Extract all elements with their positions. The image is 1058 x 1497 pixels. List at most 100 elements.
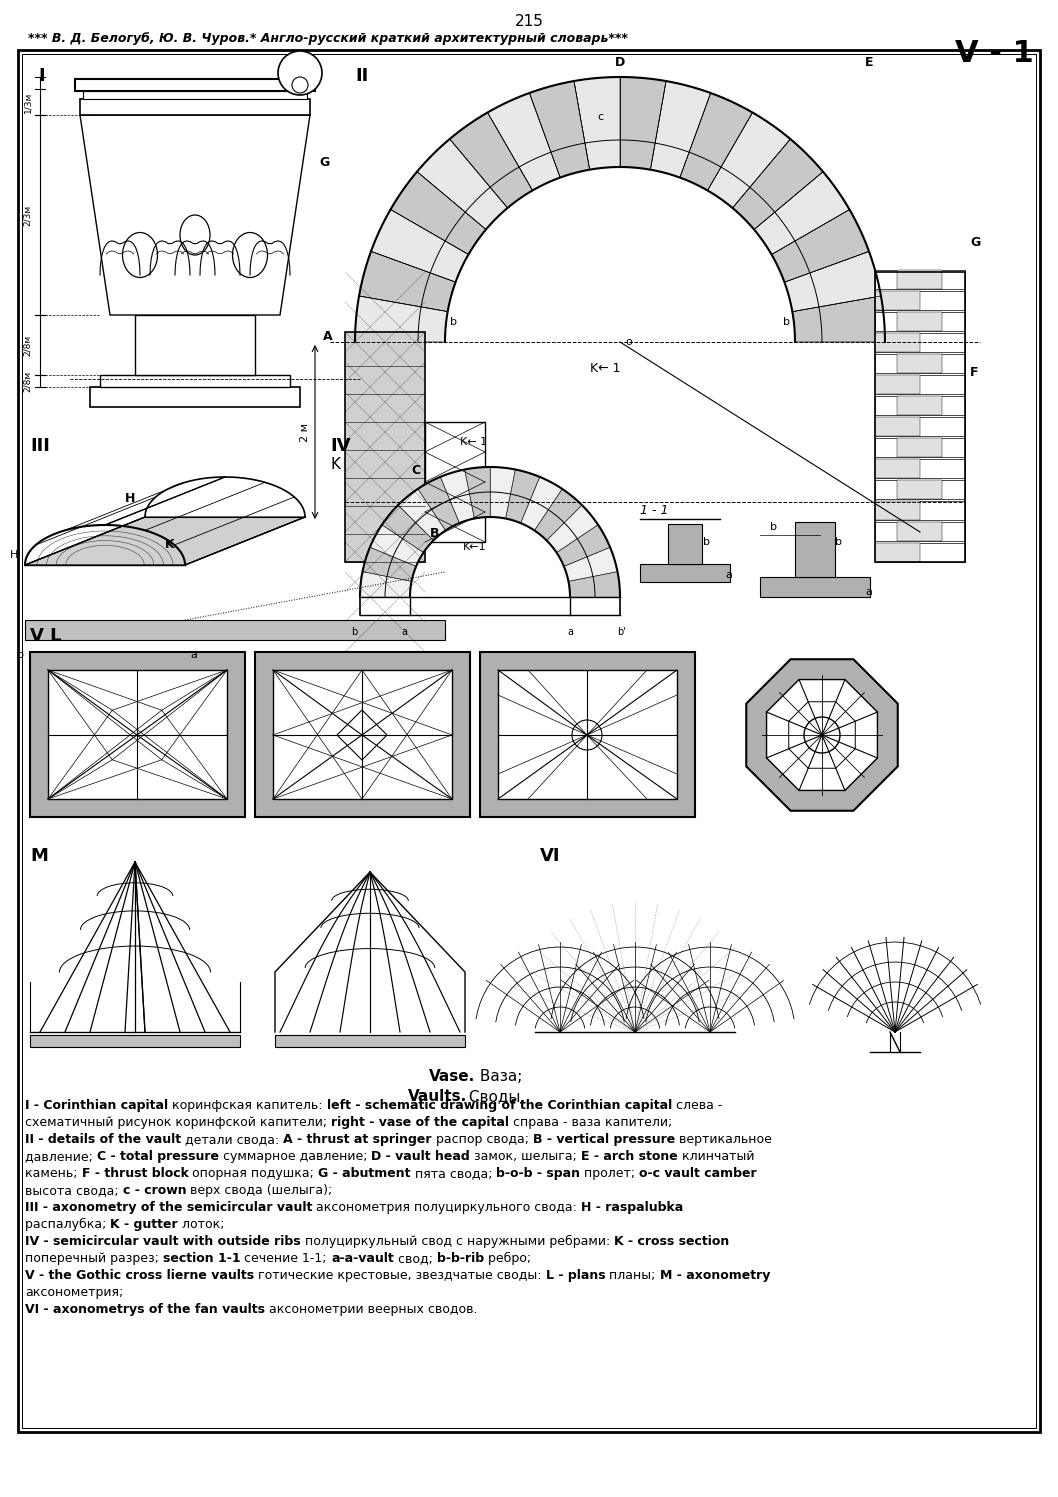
Text: A: A (324, 331, 333, 343)
Text: Vase.: Vase. (428, 1069, 475, 1084)
Bar (897, 439, 942, 457)
Text: камень;: камень; (25, 1168, 81, 1180)
Polygon shape (557, 525, 610, 566)
Text: b: b (450, 317, 457, 326)
Text: b: b (770, 522, 777, 531)
Bar (275, 1034, 466, 1046)
Bar (875, 543, 920, 561)
Bar (897, 353, 942, 373)
Text: высота свода;: высота свода; (25, 1184, 123, 1198)
Bar (48, 671, 227, 799)
Text: C: C (411, 464, 420, 476)
Text: D - vault head: D - vault head (371, 1150, 470, 1163)
Polygon shape (25, 516, 305, 564)
Text: III: III (30, 437, 50, 455)
Polygon shape (418, 478, 459, 530)
Text: b: b (351, 627, 357, 638)
Polygon shape (767, 680, 877, 790)
Text: b: b (835, 537, 842, 546)
Bar (101, 376, 290, 388)
Bar (875, 290, 920, 310)
Bar (345, 332, 425, 561)
Text: E: E (865, 55, 874, 69)
Text: пята свода;: пята свода; (411, 1168, 496, 1180)
Text: B: B (430, 527, 439, 540)
Text: сечение 1-1;: сечение 1-1; (240, 1251, 331, 1265)
Polygon shape (651, 81, 711, 178)
Bar (75, 79, 315, 91)
Text: лоток;: лоток; (178, 1219, 224, 1231)
Polygon shape (620, 76, 667, 169)
Bar (25, 620, 445, 641)
Text: c - crown: c - crown (123, 1184, 186, 1198)
Polygon shape (708, 112, 790, 208)
Polygon shape (521, 478, 562, 530)
Text: a: a (567, 627, 573, 638)
Polygon shape (568, 572, 620, 597)
Polygon shape (574, 76, 620, 169)
Bar (875, 353, 965, 373)
Text: M - axonometry: M - axonometry (659, 1269, 770, 1281)
Text: VI - axonometrys of the fan vaults: VI - axonometrys of the fan vaults (25, 1302, 264, 1316)
Text: клинчатый: клинчатый (678, 1150, 754, 1163)
Bar (875, 418, 965, 436)
Text: 1 - 1: 1 - 1 (640, 504, 669, 516)
Text: VI: VI (540, 847, 561, 865)
Text: E - arch stone: E - arch stone (581, 1150, 678, 1163)
Text: V - the Gothic cross lierne vaults: V - the Gothic cross lierne vaults (25, 1269, 254, 1281)
Text: left - schematic drawing of the Corinthian capital: left - schematic drawing of the Corinthi… (327, 1099, 672, 1112)
Polygon shape (771, 210, 869, 281)
Text: section 1-1: section 1-1 (163, 1251, 240, 1265)
Text: коринфская капитель:: коринфская капитель: (168, 1099, 327, 1112)
Text: IV: IV (330, 437, 350, 455)
Polygon shape (398, 490, 445, 540)
Polygon shape (80, 115, 310, 314)
Text: давление;: давление; (25, 1150, 97, 1163)
Polygon shape (534, 490, 582, 540)
Ellipse shape (233, 232, 268, 277)
Text: I - Corinthian capital: I - Corinthian capital (25, 1099, 168, 1112)
Bar (875, 522, 965, 540)
Text: пролет;: пролет; (580, 1168, 639, 1180)
Text: аксонометрия полуциркульного свода:: аксонометрия полуциркульного свода: (312, 1201, 581, 1214)
Bar (875, 332, 965, 352)
Bar (875, 311, 965, 331)
Polygon shape (680, 93, 752, 190)
Bar (795, 522, 835, 576)
Text: 2/3м: 2/3м (23, 205, 32, 226)
Polygon shape (370, 525, 423, 566)
Text: a-a-vault: a-a-vault (331, 1251, 394, 1265)
Ellipse shape (180, 216, 209, 254)
Text: o: o (625, 337, 632, 347)
Polygon shape (547, 504, 598, 552)
Text: полуциркульный свод с наружными ребрами:: полуциркульный свод с наружными ребрами: (300, 1235, 614, 1248)
Text: готические крестовые, звездчатые своды:: готические крестовые, звездчатые своды: (254, 1269, 546, 1281)
Text: V - 1: V - 1 (955, 39, 1034, 67)
Bar (875, 376, 920, 394)
Text: K: K (330, 457, 340, 472)
Circle shape (804, 717, 840, 753)
Text: K←1: K←1 (463, 542, 487, 552)
Text: M: M (30, 847, 48, 865)
Bar (80, 99, 310, 115)
Polygon shape (359, 251, 456, 311)
Polygon shape (464, 467, 490, 518)
Polygon shape (784, 251, 881, 311)
Text: 1/3м: 1/3м (23, 91, 32, 112)
Polygon shape (564, 548, 618, 581)
Polygon shape (355, 296, 448, 341)
Text: K← 1: K← 1 (460, 437, 487, 448)
Bar (875, 269, 965, 289)
Bar (480, 653, 695, 817)
Text: II - details of the vault: II - details of the vault (25, 1133, 181, 1147)
Text: K - gutter: K - gutter (110, 1219, 178, 1231)
Bar (897, 311, 942, 331)
Bar (135, 314, 255, 376)
Text: right - vase of the capital: right - vase of the capital (331, 1115, 509, 1129)
Bar (897, 397, 942, 415)
Polygon shape (488, 93, 560, 190)
Circle shape (278, 51, 322, 94)
Text: *** В. Д. Белогуб, Ю. В. Чуров.* Англо-русский краткий архитектурный словарь***: *** В. Д. Белогуб, Ю. В. Чуров.* Англо-р… (28, 31, 627, 45)
Text: b-b-rib: b-b-rib (437, 1251, 484, 1265)
Text: справа - ваза капители;: справа - ваза капители; (509, 1115, 673, 1129)
